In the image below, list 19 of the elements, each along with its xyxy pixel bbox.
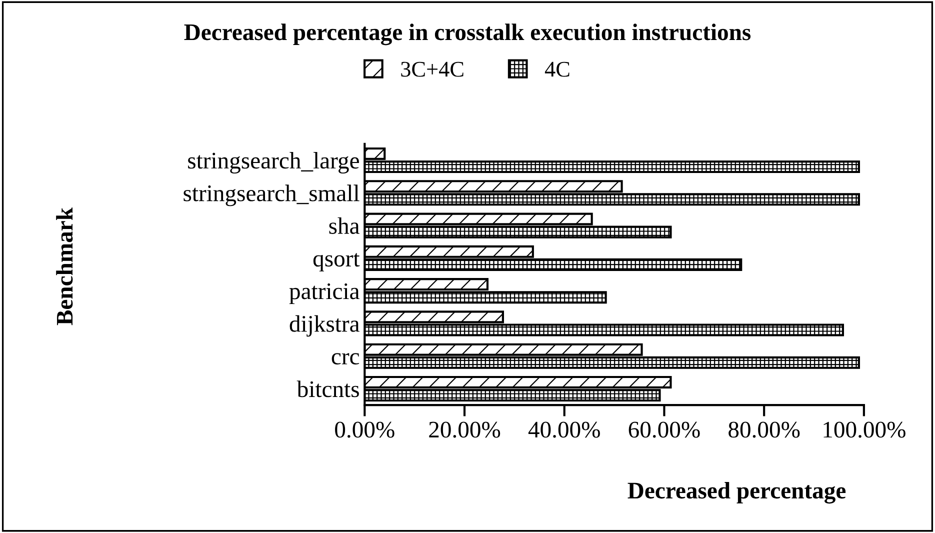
legend-label: 3C+4C (401, 62, 464, 77)
legend-label: 4C (544, 62, 570, 77)
x-tick-label: 20.00% (429, 422, 500, 438)
y-tick-label: patricia (289, 283, 360, 304)
x-tick-label: 0.00% (335, 422, 394, 438)
x-tick-label: 80.00% (728, 422, 800, 438)
y-tick-label: dijkstra (290, 315, 360, 337)
y-tick-label: bitcnts (296, 380, 359, 398)
y-axis-title: Benchmark (56, 208, 73, 326)
chart-title: Decreased percentage in crosstalk execution instructions (184, 24, 751, 46)
x-tick-label: 60.00% (628, 422, 700, 438)
y-tick-label: sha (329, 217, 360, 234)
y-tick-label: qsort (313, 253, 360, 272)
x-axis-title: Decreased percentage (628, 482, 846, 504)
y-tick-label: stringsearch_large (188, 152, 359, 174)
y-tick-label: crc (332, 353, 360, 365)
y-tick-label: stringsearch_small (184, 184, 360, 206)
x-tick-label: 100.00% (824, 422, 906, 438)
x-tick-label: 40.00% (528, 422, 600, 438)
